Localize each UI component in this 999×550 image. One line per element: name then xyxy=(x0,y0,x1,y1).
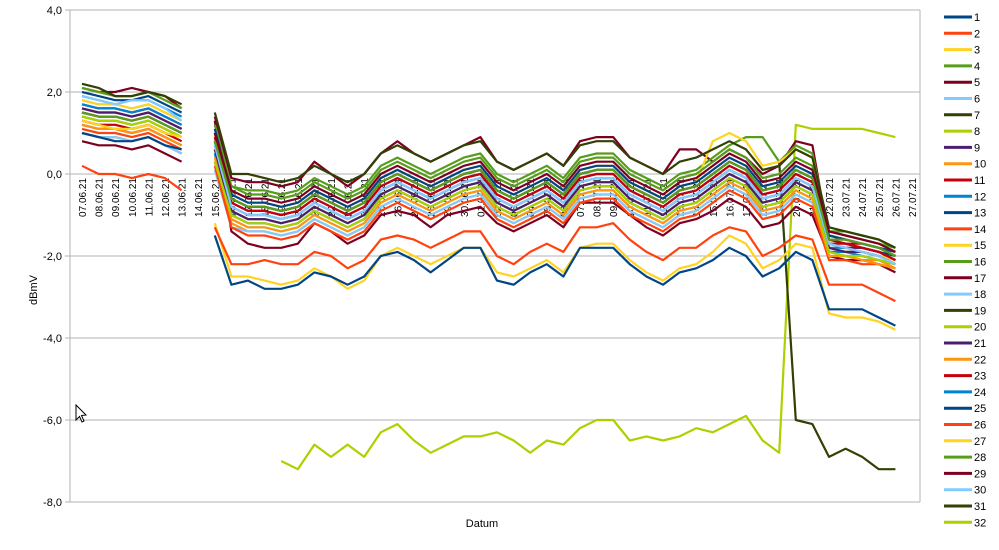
legend-label: 3 xyxy=(974,45,980,57)
x-tick-label: 27.07.21 xyxy=(908,178,919,217)
x-tick-label: 02.07.21 xyxy=(493,178,504,217)
x-tick-label: 16.06.21 xyxy=(227,178,238,217)
series-line-7 xyxy=(81,82,896,249)
x-tick-label: 26.06.21 xyxy=(393,178,404,217)
legend-label: 14 xyxy=(974,224,986,236)
legend-label: 6 xyxy=(974,94,980,106)
legend-label: 1 xyxy=(974,12,980,24)
x-tick-label: 10.06.21 xyxy=(128,178,139,217)
x-tick-label: 11.07.21 xyxy=(642,178,653,217)
series-lines xyxy=(81,82,896,471)
legend: 1234567891011121314151617181920212223242… xyxy=(944,12,986,529)
legend-label: 15 xyxy=(974,240,986,252)
series-line-8 xyxy=(81,115,896,266)
x-tick-label: 08.07.21 xyxy=(593,178,604,217)
legend-label: 29 xyxy=(974,468,986,480)
x-tick-label: 08.06.21 xyxy=(95,178,106,217)
legend-label: 12 xyxy=(974,191,986,203)
series-line-6 xyxy=(81,95,896,266)
x-tick-label: 13.06.21 xyxy=(178,178,189,217)
legend-label: 30 xyxy=(974,485,986,497)
series-line-27 xyxy=(81,86,896,253)
series-line-31 xyxy=(778,161,896,471)
x-tick-label: 25.07.21 xyxy=(875,178,886,217)
x-tick-label: 21.06.21 xyxy=(310,178,321,217)
series-line-14 xyxy=(81,127,896,270)
mouse-cursor-icon xyxy=(75,403,88,423)
legend-label: 16 xyxy=(974,257,986,269)
x-tick-label: 09.06.21 xyxy=(111,178,122,217)
x-tick-label: 22.06.21 xyxy=(327,178,338,217)
legend-label: 26 xyxy=(974,420,986,432)
legend-label: 17 xyxy=(974,273,986,285)
x-tick-label: 20.07.21 xyxy=(792,178,803,217)
y-tick-label: 2,0 xyxy=(47,87,62,99)
x-tick-label: 18.06.21 xyxy=(261,178,272,217)
x-tick-label: 07.06.21 xyxy=(78,178,89,217)
legend-label: 18 xyxy=(974,289,986,301)
x-tick-label: 22.07.21 xyxy=(825,178,836,217)
legend-label: 27 xyxy=(974,436,986,448)
x-tick-label: 26.07.21 xyxy=(891,178,902,217)
series-line-9 xyxy=(81,107,896,266)
legend-label: 7 xyxy=(974,110,980,122)
x-tick-label: 15.06.21 xyxy=(211,178,222,217)
y-axis-ticks: -8,0 -6,0 -4,0 -2,0 0,0 2,0 4,0 xyxy=(43,5,62,509)
x-tick-label: 24.07.21 xyxy=(858,178,869,217)
series-line-1 xyxy=(81,131,896,327)
y-axis-title: dBmV xyxy=(28,274,40,305)
legend-label: 28 xyxy=(974,452,986,464)
legend-label: 19 xyxy=(974,305,986,317)
legend-label: 22 xyxy=(974,354,986,366)
series-line-10 xyxy=(81,123,896,270)
x-tick-label: 14.06.21 xyxy=(194,178,205,217)
legend-label: 8 xyxy=(974,126,980,138)
legend-label: 9 xyxy=(974,142,980,154)
legend-label: 5 xyxy=(974,77,980,89)
legend-label: 21 xyxy=(974,338,986,350)
x-tick-label: 27.06.21 xyxy=(410,178,421,217)
legend-label: 11 xyxy=(974,175,985,187)
y-tick-label: 4,0 xyxy=(47,5,62,17)
y-tick-label: -2,0 xyxy=(43,251,62,263)
x-tick-label: 23.07.21 xyxy=(842,178,853,217)
legend-label: 24 xyxy=(974,387,986,399)
legend-label: 25 xyxy=(974,403,986,415)
legend-label: 10 xyxy=(974,159,986,171)
x-tick-label: 11.06.21 xyxy=(144,178,155,217)
y-tick-label: 0,0 xyxy=(47,169,62,181)
legend-label: 4 xyxy=(974,61,980,73)
x-tick-label: 10.07.21 xyxy=(626,178,637,217)
series-line-2 xyxy=(81,164,896,303)
legend-label: 13 xyxy=(974,208,986,220)
series-line-4 xyxy=(81,111,896,257)
legend-label: 32 xyxy=(974,517,986,529)
x-tick-label: 12.06.21 xyxy=(161,178,172,217)
x-axis-title: Datum xyxy=(466,518,498,530)
y-tick-label: -6,0 xyxy=(43,415,62,427)
x-tick-label: 17.06.21 xyxy=(244,178,255,217)
series-line-5 xyxy=(81,132,896,253)
legend-label: 20 xyxy=(974,322,986,334)
y-tick-label: -8,0 xyxy=(43,497,62,509)
x-tick-label: 16.07.21 xyxy=(725,178,736,217)
legend-label: 2 xyxy=(974,28,980,40)
y-tick-label: -4,0 xyxy=(43,333,62,345)
legend-label: 23 xyxy=(974,371,986,383)
legend-label: 31 xyxy=(974,501,986,513)
x-tick-label: 05.07.21 xyxy=(543,178,554,217)
